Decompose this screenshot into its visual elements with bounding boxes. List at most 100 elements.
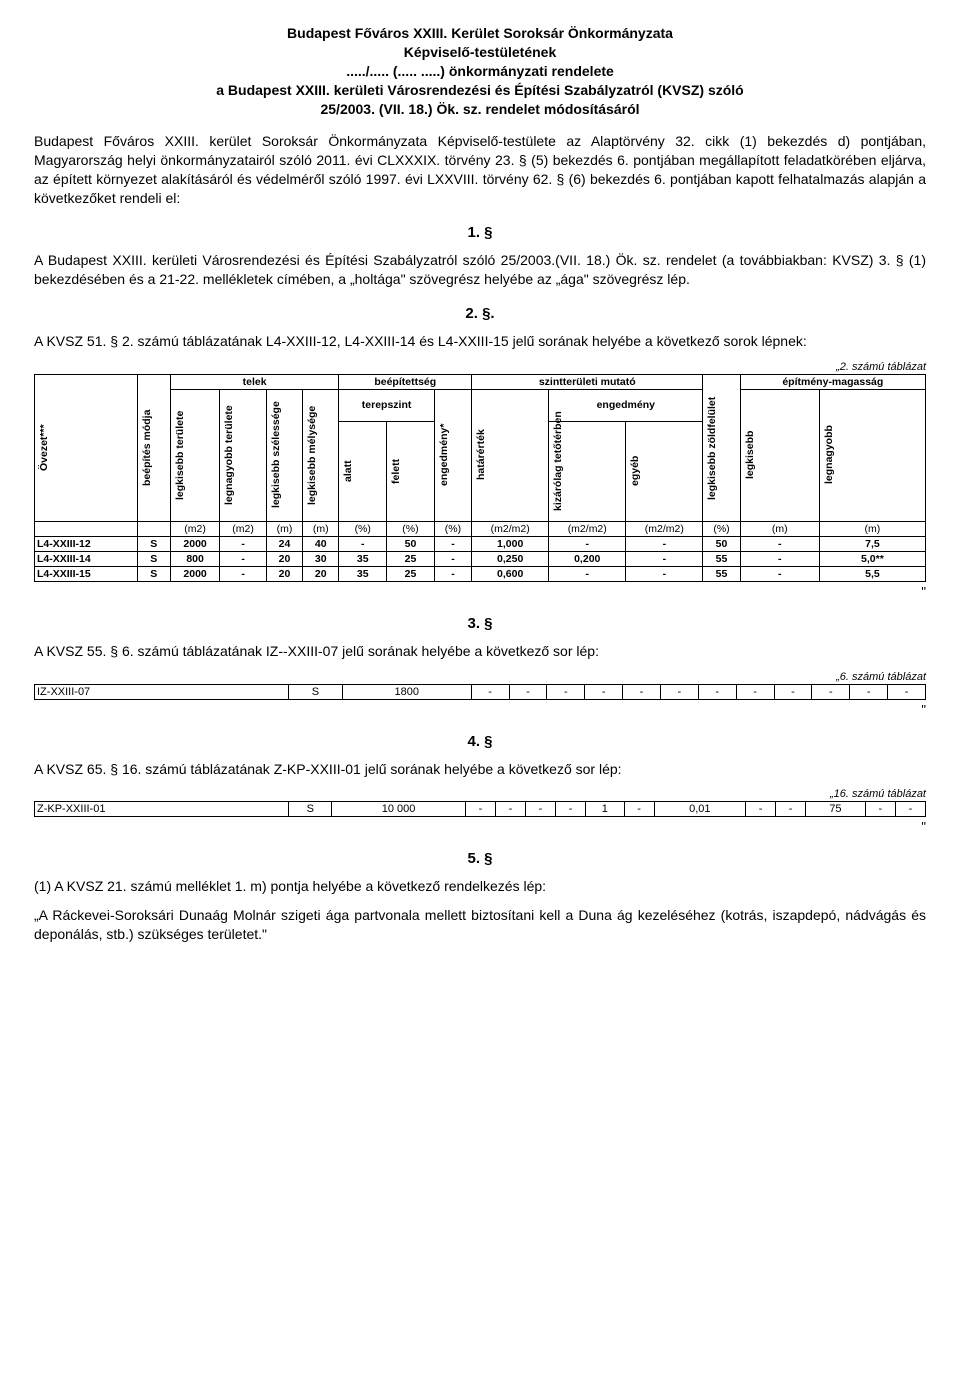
- table-cell: 1,000: [472, 536, 549, 551]
- section-3-text: A KVSZ 55. § 6. számú táblázatának IZ--X…: [34, 642, 926, 661]
- table-row: L4-XXIII-14S800-20303525-0,2500,200-55-5…: [35, 551, 926, 566]
- table-cell: -: [549, 536, 626, 551]
- table-cell: 55: [703, 566, 740, 581]
- section-4-text: A KVSZ 65. § 16. számú táblázatának Z-KP…: [34, 760, 926, 779]
- table-16: Z-KP-XXIII-01S10 000----1-0,01--75--: [34, 801, 926, 817]
- table-cell: 35: [339, 566, 387, 581]
- table-cell: -: [220, 566, 266, 581]
- document-title-block: Budapest Főváros XXIII. Kerület Soroksár…: [34, 24, 926, 118]
- table-cell: 35: [339, 551, 387, 566]
- title-line-5: 25/2003. (VII. 18.) Ök. sz. rendelet mód…: [34, 100, 926, 119]
- col-beepites: beépítés módja: [137, 374, 170, 521]
- table-cell: 75: [806, 802, 866, 817]
- table-cell: (m): [819, 521, 925, 536]
- table-cell: 0,200: [549, 551, 626, 566]
- table-cell: 20: [266, 566, 302, 581]
- table-cell: -: [774, 684, 812, 699]
- col-engedmeny: engedmény*: [434, 389, 471, 521]
- table-cell: 2000: [170, 566, 220, 581]
- table-cell: -: [626, 551, 703, 566]
- table-6-wrap: „6. számú táblázat IZ-XXIII-07S1800-----…: [34, 671, 926, 717]
- table-cell: 2000: [170, 536, 220, 551]
- table-cell: -: [740, 551, 819, 566]
- table-row: Övezet*** beépítés módja telek beépített…: [35, 374, 926, 389]
- table-cell: -: [660, 684, 698, 699]
- col-melyseg: legkisebb mélysége: [303, 389, 339, 521]
- table-cell: L4-XXIII-14: [35, 551, 138, 566]
- col-hatarertek: határérték: [472, 389, 549, 521]
- col-egyeb: egyéb: [626, 421, 703, 521]
- section-3-number: 3. §: [34, 615, 926, 632]
- table-cell: -: [556, 802, 586, 817]
- section-2-number: 2. §.: [34, 305, 926, 322]
- table-cell: 25: [387, 566, 435, 581]
- table-6: IZ-XXIII-07S1800------------: [34, 684, 926, 700]
- table-cell: L4-XXIII-12: [35, 536, 138, 551]
- table-cell: -: [740, 536, 819, 551]
- table-cell: [35, 521, 138, 536]
- table-cell: -: [626, 566, 703, 581]
- table-cell: 1: [586, 802, 625, 817]
- table-cell: (m): [740, 521, 819, 536]
- group-epitmeny: építmény-magasság: [740, 374, 925, 389]
- table-cell: -: [585, 684, 623, 699]
- table-2: Övezet*** beépítés módja telek beépített…: [34, 374, 926, 582]
- table-cell: (m): [303, 521, 339, 536]
- table-cell: 25: [387, 551, 435, 566]
- table-cell: IZ-XXIII-07: [35, 684, 289, 699]
- table-cell: -: [623, 684, 661, 699]
- table-cell: (m2): [170, 521, 220, 536]
- table-cell: -: [888, 684, 926, 699]
- table-cell: 50: [703, 536, 740, 551]
- table-cell: -: [495, 802, 525, 817]
- table-cell: (%): [434, 521, 471, 536]
- table-cell: 5,5: [819, 566, 925, 581]
- table-units-row: (m2)(m2)(m)(m)(%)(%)(%)(m2/m2)(m2/m2)(m2…: [35, 521, 926, 536]
- col-felett: felett: [387, 421, 435, 521]
- table-cell: -: [746, 802, 776, 817]
- section-5-text1: (1) A KVSZ 21. számú melléklet 1. m) pon…: [34, 877, 926, 896]
- table-cell: -: [812, 684, 850, 699]
- table-2-wrap: „2. számú táblázat Övezet*** beépítés mó…: [34, 361, 926, 599]
- table-cell: -: [220, 536, 266, 551]
- section-5-number: 5. §: [34, 850, 926, 867]
- table-cell: S: [137, 551, 170, 566]
- sub-terepszint: terepszint: [339, 389, 434, 421]
- section-1-text: A Budapest XXIII. kerületi Városrendezés…: [34, 251, 926, 289]
- table-cell: (%): [339, 521, 387, 536]
- table-cell: 0,250: [472, 551, 549, 566]
- table-cell: S: [289, 684, 343, 699]
- table-cell: -: [434, 566, 471, 581]
- table-cell: 50: [387, 536, 435, 551]
- group-telek: telek: [170, 374, 339, 389]
- table-16-wrap: „16. számú táblázat Z-KP-XXIII-01S10 000…: [34, 788, 926, 834]
- table-cell: 24: [266, 536, 302, 551]
- table-cell: -: [434, 536, 471, 551]
- col-tetoter: kizárólag tetőtérben: [549, 421, 626, 521]
- table-2-close: ": [34, 584, 926, 599]
- table-cell: -: [740, 566, 819, 581]
- col-legkisebb-ter: legkisebb területe: [170, 389, 220, 521]
- col-legnagyobb-mag: legnagyobb: [819, 389, 925, 521]
- table-cell: (m2/m2): [549, 521, 626, 536]
- col-zold: legkisebb zöldfelület: [703, 374, 740, 521]
- table-cell: 20: [266, 551, 302, 566]
- table-cell: -: [526, 802, 556, 817]
- table-cell: -: [339, 536, 387, 551]
- table-cell: S: [289, 802, 332, 817]
- table-cell: -: [776, 802, 806, 817]
- table-cell: -: [220, 551, 266, 566]
- table-cell: 0,01: [654, 802, 745, 817]
- col-legnagyobb-ter: legnagyobb területe: [220, 389, 266, 521]
- section-1-number: 1. §: [34, 224, 926, 241]
- table-cell: 10 000: [332, 802, 466, 817]
- table-cell: -: [624, 802, 654, 817]
- table-cell: (%): [703, 521, 740, 536]
- table-cell: -: [698, 684, 736, 699]
- table-row: L4-XXIII-15S2000-20203525-0,600--55-5,5: [35, 566, 926, 581]
- table-2-caption: „2. számú táblázat: [34, 361, 926, 373]
- table-cell: Z-KP-XXIII-01: [35, 802, 289, 817]
- table-cell: -: [626, 536, 703, 551]
- table-cell: 20: [303, 566, 339, 581]
- table-cell: -: [547, 684, 585, 699]
